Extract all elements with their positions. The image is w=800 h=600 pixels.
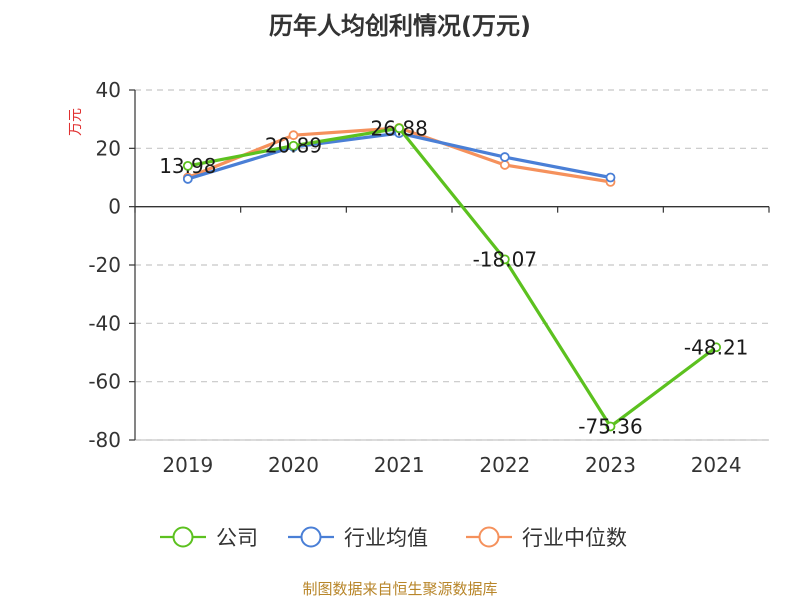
- data-label: -18.07: [473, 247, 537, 271]
- data-point: [605, 172, 616, 183]
- data-point: [182, 160, 193, 171]
- data-labels: 13.98 20.89 26.88 -18.07 -75.36 -48.21: [159, 116, 748, 438]
- source-note: 制图数据来自恒生聚源数据库: [302, 580, 497, 598]
- y-tick-label: -60: [88, 370, 121, 394]
- axes: 40 20 0 -20 -40 -60 -80 2019 2020 2021 2022 2023 202…: [88, 78, 770, 477]
- data-point: [182, 174, 193, 184]
- legend-item: 行业均值: [288, 526, 428, 550]
- data-label: 20.89: [265, 134, 322, 158]
- series-lines: [182, 123, 722, 432]
- x-tick-label: 2021: [374, 453, 425, 477]
- data-point: [288, 140, 299, 151]
- legend-item: 行业中位数: [466, 526, 627, 550]
- data-point: [499, 254, 510, 265]
- data-label: -48.21: [684, 335, 748, 359]
- legend-marker: [478, 526, 500, 548]
- y-tick-label: 40: [96, 78, 121, 102]
- x-tick-label: 2020: [268, 453, 319, 477]
- data-point: [394, 123, 405, 134]
- legend-item: 公司: [160, 526, 258, 550]
- data-label: 13.98: [159, 154, 216, 178]
- data-point: [711, 342, 722, 353]
- data-point: [499, 160, 510, 170]
- data-label: -75.36: [578, 414, 642, 438]
- x-tick-label: 2022: [479, 453, 530, 477]
- grid: [135, 89, 769, 441]
- data-point: [499, 152, 510, 162]
- legend-marker: [172, 526, 194, 548]
- legend-marker: [300, 526, 322, 548]
- chart-title: 历年人均创利情况(万元): [269, 12, 531, 40]
- data-point: [605, 421, 616, 432]
- y-tick-label: -80: [88, 428, 121, 452]
- y-axis-label: 万元: [68, 108, 84, 136]
- legend-label: 行业中位数: [522, 526, 627, 550]
- y-tick-label: -40: [88, 311, 121, 335]
- x-tick-label: 2023: [585, 453, 636, 477]
- series-line: [186, 126, 718, 429]
- data-label: 26.88: [371, 116, 428, 140]
- legend: 公司 行业均值 行业中位数: [160, 526, 627, 550]
- y-tick-label: 0: [108, 195, 121, 219]
- x-tick-label: 2024: [691, 453, 742, 477]
- legend-label: 公司: [216, 526, 258, 550]
- legend-label: 行业均值: [344, 526, 428, 550]
- data-point: [288, 130, 299, 141]
- y-tick-label: 20: [96, 136, 121, 160]
- x-tick-label: 2019: [162, 453, 213, 477]
- y-tick-label: -20: [88, 253, 121, 277]
